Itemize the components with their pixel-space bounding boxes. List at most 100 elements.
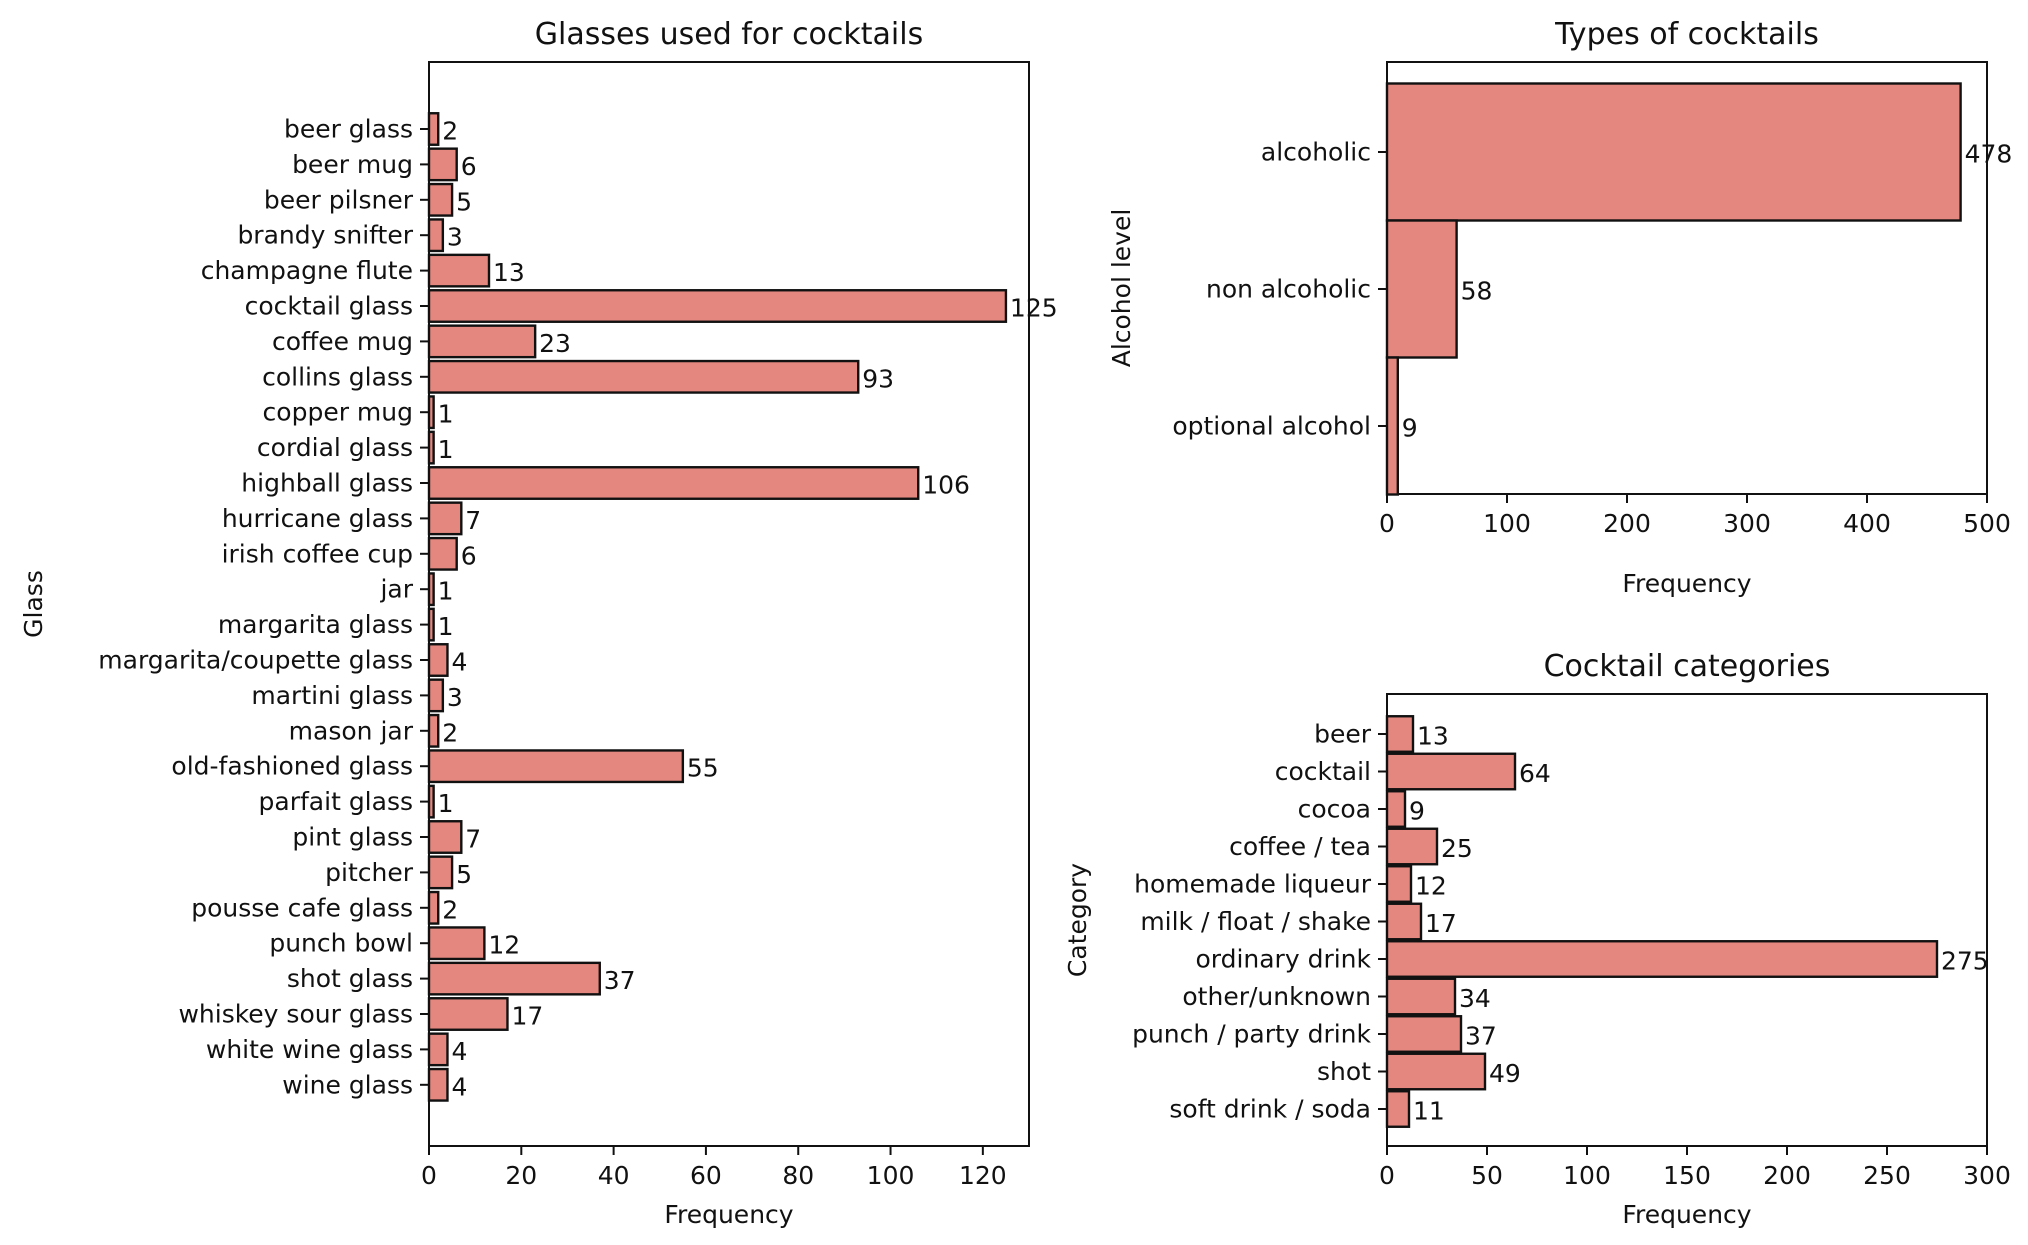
bar [427, 395, 435, 430]
bar [427, 182, 454, 217]
bar [1385, 827, 1439, 866]
category-label: pint glass [292, 823, 413, 852]
glasses-chart-x-ticks: 0 20 40 60 80 100 120 [421, 1146, 1007, 1190]
x-tick-label: 100 [867, 1161, 915, 1190]
data-label: 34 [1459, 984, 1491, 1013]
bar [1385, 790, 1407, 828]
data-label: 1 [438, 435, 454, 464]
categories-chart-data-labels: 13 64 9 25 12 17 275 34 37 49 11 [1409, 722, 1989, 1126]
category-label: margarita glass [218, 610, 413, 639]
data-label: 2 [442, 117, 458, 146]
category-label: cocktail glass [245, 292, 413, 321]
x-tick-label: 50 [1471, 1161, 1503, 1190]
x-tick-label: 300 [1723, 509, 1771, 538]
category-label: shot glass [287, 964, 413, 993]
category-label: coffee mug [272, 327, 413, 356]
data-label: 55 [687, 754, 719, 783]
data-label: 3 [447, 683, 463, 712]
category-label: beer pilsner [264, 185, 414, 214]
types-chart-x-axis-label: Frequency [1622, 569, 1751, 598]
bar [1385, 752, 1517, 791]
x-tick-label: 0 [1379, 1161, 1395, 1190]
bar [427, 607, 435, 642]
data-label: 275 [1941, 947, 1989, 976]
category-label: non alcoholic [1206, 275, 1371, 304]
data-label: 58 [1461, 277, 1493, 306]
bar [427, 961, 601, 996]
bar [427, 643, 449, 677]
bar [1385, 715, 1415, 753]
category-label: copper mug [263, 398, 413, 427]
category-label: old-fashioned glass [171, 752, 413, 781]
types-chart-title: Types of cocktails [1554, 17, 1819, 52]
data-label: 1 [438, 612, 454, 641]
category-label: beer mug [292, 150, 413, 179]
category-label: cocktail [1275, 757, 1371, 786]
bar [1385, 82, 1962, 222]
x-tick-label: 40 [598, 1161, 630, 1190]
data-label: 93 [862, 364, 894, 393]
x-tick-label: 400 [1843, 509, 1891, 538]
bar [427, 324, 537, 359]
category-label: champagne flute [201, 256, 413, 285]
bar [427, 359, 860, 394]
categories-chart-y-axis-label: Category [1063, 863, 1092, 977]
data-label: 17 [511, 1002, 543, 1031]
x-tick-label: 150 [1663, 1161, 1711, 1190]
bar [1385, 977, 1457, 1016]
x-tick-label: 20 [505, 1161, 537, 1190]
bar [427, 430, 435, 465]
category-label: hurricane glass [222, 504, 413, 533]
bar [427, 466, 920, 500]
bar [427, 147, 458, 182]
bar [1385, 902, 1423, 941]
bar [427, 253, 491, 288]
bar [427, 820, 463, 854]
types-chart-bars [1385, 82, 1962, 496]
data-label: 6 [461, 152, 477, 181]
category-label: punch / party drink [1132, 1020, 1371, 1049]
category-label: optional alcohol [1172, 412, 1371, 441]
bar [427, 997, 509, 1031]
category-label: pitcher [325, 858, 414, 887]
bar [427, 784, 435, 819]
types-chart-data-labels: 478 58 9 [1402, 140, 2013, 443]
bar [427, 1032, 449, 1067]
x-tick-label: 250 [1863, 1161, 1911, 1190]
bar [427, 855, 454, 890]
data-label: 5 [456, 187, 472, 216]
data-label: 9 [1409, 797, 1425, 826]
data-label: 3 [447, 223, 463, 252]
data-label: 37 [604, 966, 636, 995]
bar [427, 112, 440, 146]
category-label: alcoholic [1261, 138, 1371, 167]
data-label: 25 [1441, 834, 1473, 863]
bar [1385, 1090, 1411, 1128]
category-label: shot [1317, 1057, 1371, 1086]
category-label: cocoa [1298, 795, 1371, 824]
data-label: 64 [1519, 759, 1551, 788]
data-label: 9 [1402, 414, 1418, 443]
bar [1385, 1052, 1487, 1091]
data-label: 1 [438, 789, 454, 818]
bar [427, 289, 1008, 323]
category-label: coffee / tea [1229, 832, 1371, 861]
x-tick-label: 80 [782, 1161, 814, 1190]
glasses-chart-bars [427, 112, 1008, 1102]
data-label: 125 [1010, 294, 1058, 323]
data-label: 106 [922, 471, 970, 500]
x-tick-label: 60 [690, 1161, 722, 1190]
category-label: soft drink / soda [1169, 1095, 1371, 1124]
data-label: 49 [1489, 1059, 1521, 1088]
categories-chart-x-ticks: 0 50 100 150 200 250 300 [1379, 1146, 2011, 1190]
data-label: 12 [488, 931, 520, 960]
bar [1385, 356, 1400, 496]
category-label: collins glass [262, 362, 413, 391]
bar [1385, 940, 1939, 978]
category-label: jar [379, 575, 413, 604]
bar [427, 536, 458, 571]
data-label: 13 [1417, 722, 1449, 751]
category-label: homemade liqueur [1134, 870, 1372, 899]
